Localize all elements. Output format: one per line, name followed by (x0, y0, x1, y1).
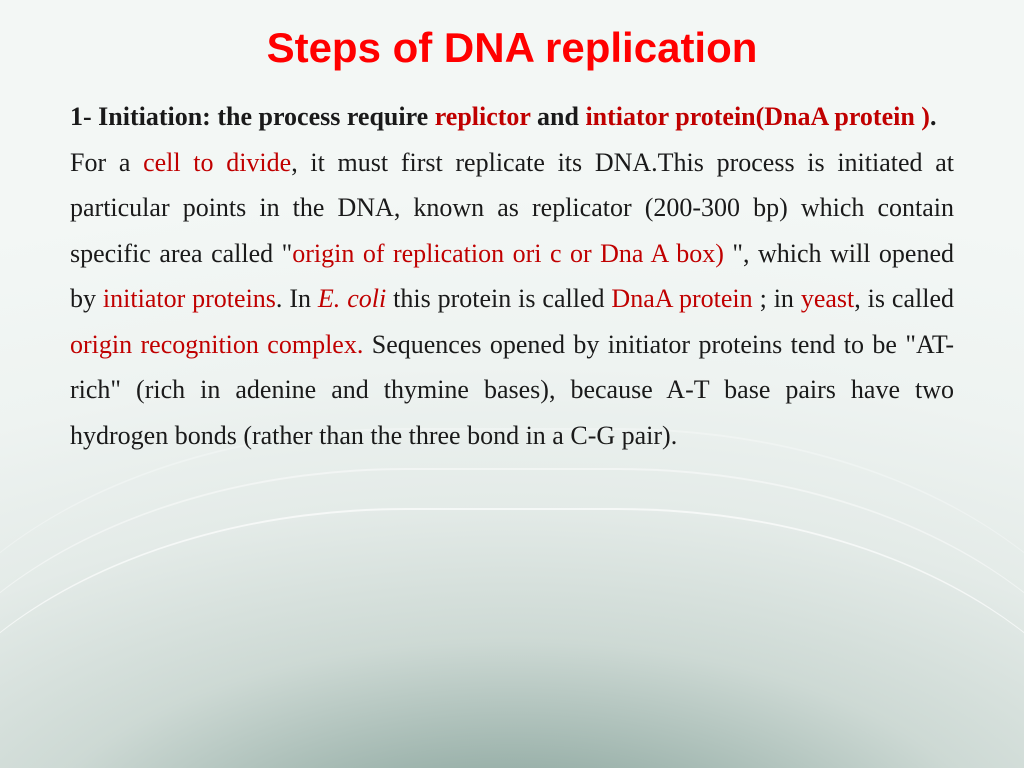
keyword-replictor: replictor (435, 102, 531, 131)
keyword-initiator-proteins: initiator proteins (103, 284, 276, 313)
keyword-yeast: yeast (801, 284, 854, 313)
text: . In (276, 284, 318, 313)
text: . (930, 102, 937, 131)
text: and (531, 102, 586, 131)
initiation-lead: 1- Initiation: the process require repli… (70, 102, 936, 131)
keyword-dnaa-protein: DnaA protein (611, 284, 759, 313)
slide-content: Steps of DNA replication 1- Initiation: … (0, 0, 1024, 458)
text: 1- Initiation: the process require (70, 102, 435, 131)
text: For a (70, 148, 143, 177)
keyword-e-coli: E. coli (318, 284, 386, 313)
keyword-initiator-protein: intiator protein(DnaA protein ) (585, 102, 930, 131)
keyword-origin-of-replication: origin of replication ori c or Dna A box… (292, 239, 724, 268)
text: , is called (854, 284, 954, 313)
slide-body: 1- Initiation: the process require repli… (70, 94, 954, 458)
keyword-origin-recognition-complex: origin recognition complex. (70, 330, 363, 359)
text: ; in (760, 284, 801, 313)
keyword-cell-to-divide: cell to divide (143, 148, 291, 177)
slide-title: Steps of DNA replication (70, 24, 954, 72)
text: this protein is called (386, 284, 611, 313)
